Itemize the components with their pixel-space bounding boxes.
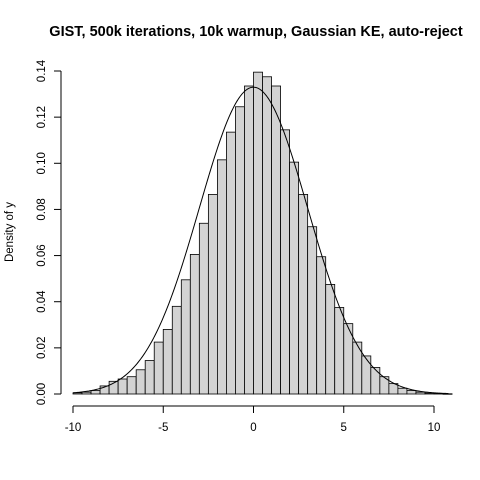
histogram-bar — [117, 378, 128, 395]
y-tick-label: 0.10 — [36, 152, 48, 174]
histogram-bar — [235, 106, 245, 395]
histogram-bars — [72, 71, 453, 395]
histogram-bar — [207, 194, 218, 395]
x-tick-label: -10 — [65, 422, 82, 434]
x-tick-label: 5 — [341, 422, 347, 434]
histogram-bar — [298, 194, 309, 395]
histogram-bar — [153, 341, 164, 395]
histogram-bar — [189, 254, 200, 395]
histogram-bar — [325, 284, 336, 395]
x-tick-label: -5 — [158, 422, 168, 434]
normal-density-curve — [72, 86, 449, 395]
y-tick-label: 0.00 — [36, 383, 48, 405]
histogram-bar — [244, 85, 254, 395]
histogram-bar — [171, 305, 182, 395]
histogram-bar — [406, 390, 417, 395]
histogram-bar — [198, 222, 209, 395]
histogram-bar — [334, 307, 345, 395]
histogram-bar — [271, 85, 281, 395]
chart-title: GIST, 500k iterations, 10k warmup, Gauss… — [49, 24, 463, 40]
histogram-bar — [424, 392, 435, 395]
histogram-bar — [361, 355, 372, 395]
histogram-bar — [397, 387, 408, 395]
histogram-bar — [90, 390, 101, 395]
histogram-bar — [135, 369, 146, 395]
histogram-bar — [81, 391, 92, 395]
histogram-bar — [162, 328, 173, 395]
y-tick-label: 0.08 — [36, 198, 48, 220]
x-axis: -10 -5 0 5 10 — [65, 405, 441, 434]
histogram-bar — [370, 367, 381, 395]
histogram-bar — [144, 360, 155, 395]
y-axis-label: Density of y — [4, 202, 16, 262]
histogram-bar — [307, 226, 318, 395]
x-tick-label: 10 — [428, 422, 441, 434]
histogram-bar — [289, 161, 300, 395]
y-tick-label: 0.14 — [36, 59, 48, 82]
y-tick-label: 0.06 — [36, 244, 48, 266]
y-tick-label: 0.12 — [36, 106, 48, 128]
y-tick-label: 0.02 — [36, 337, 48, 359]
histogram-bar — [415, 391, 426, 395]
histogram-bar — [316, 256, 327, 395]
histogram-bar — [280, 129, 291, 395]
histogram-bar — [126, 376, 137, 395]
histogram-bar — [180, 279, 191, 395]
histogram-bar — [226, 131, 236, 395]
histogram-bar — [253, 71, 263, 395]
histogram-bar — [262, 76, 272, 395]
histogram-bar — [216, 159, 227, 395]
y-axis: 0.00 0.02 0.04 0.06 0.08 0.10 0.12 0.14 — [36, 59, 62, 405]
x-tick-label: 0 — [250, 422, 256, 434]
y-tick-label: 0.04 — [36, 290, 48, 313]
